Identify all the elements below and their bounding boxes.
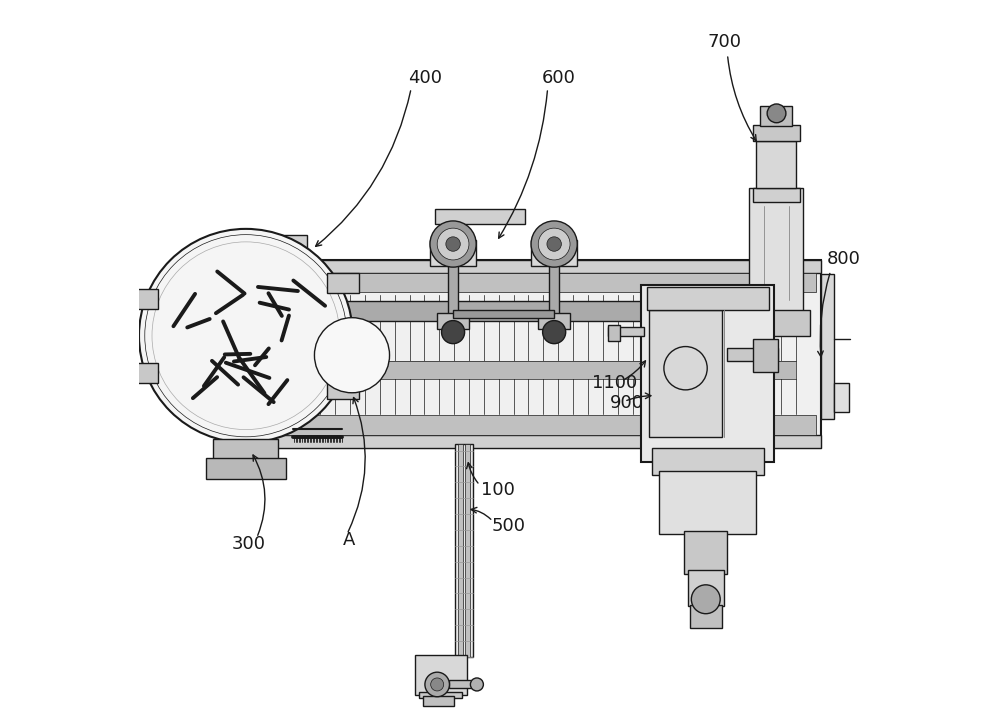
- Bar: [415, 655, 467, 695]
- Bar: [437, 313, 469, 329]
- Bar: [538, 313, 570, 329]
- Bar: [465, 444, 470, 657]
- Bar: [742, 310, 810, 336]
- Bar: [206, 458, 286, 479]
- Circle shape: [437, 228, 469, 260]
- Circle shape: [691, 585, 720, 614]
- Circle shape: [547, 237, 561, 251]
- Bar: [251, 401, 269, 419]
- Circle shape: [314, 318, 390, 393]
- Bar: [274, 235, 307, 253]
- Bar: [659, 471, 756, 534]
- Bar: [753, 125, 800, 141]
- Text: 500: 500: [491, 517, 525, 535]
- Bar: [435, 209, 525, 224]
- Bar: [291, 301, 796, 321]
- Text: 700: 700: [707, 33, 741, 51]
- Text: A: A: [343, 531, 356, 549]
- Bar: [727, 348, 778, 361]
- Bar: [690, 605, 722, 628]
- Circle shape: [431, 678, 444, 691]
- Bar: [126, 362, 158, 383]
- Text: 900: 900: [610, 394, 644, 412]
- Circle shape: [442, 321, 465, 344]
- Text: 600: 600: [542, 69, 576, 87]
- Bar: [749, 188, 803, 314]
- Bar: [449, 680, 477, 688]
- Bar: [649, 310, 722, 437]
- Bar: [265, 435, 821, 448]
- Bar: [327, 378, 359, 399]
- Bar: [265, 260, 821, 273]
- Bar: [271, 415, 816, 435]
- Bar: [834, 383, 849, 412]
- Bar: [455, 444, 473, 657]
- Circle shape: [425, 672, 449, 697]
- Circle shape: [538, 228, 570, 260]
- Text: 100: 100: [481, 481, 515, 499]
- Bar: [684, 531, 727, 574]
- Bar: [419, 692, 462, 698]
- Circle shape: [531, 221, 577, 267]
- Circle shape: [446, 237, 460, 251]
- Bar: [753, 188, 800, 202]
- Circle shape: [767, 104, 786, 123]
- Text: 400: 400: [408, 69, 442, 87]
- Circle shape: [470, 678, 483, 691]
- Bar: [549, 265, 559, 314]
- Circle shape: [139, 229, 353, 443]
- Bar: [327, 273, 359, 293]
- Bar: [291, 361, 796, 379]
- Bar: [760, 106, 792, 126]
- Bar: [423, 696, 454, 706]
- Bar: [265, 260, 821, 448]
- Bar: [458, 444, 463, 657]
- Bar: [255, 249, 294, 289]
- Bar: [756, 141, 796, 188]
- Bar: [430, 240, 476, 266]
- Bar: [213, 439, 278, 461]
- Bar: [257, 282, 273, 404]
- Text: 1100: 1100: [592, 374, 638, 392]
- Bar: [688, 570, 724, 606]
- Bar: [608, 325, 620, 341]
- Bar: [531, 240, 577, 266]
- Circle shape: [543, 321, 566, 344]
- Bar: [821, 274, 834, 419]
- Bar: [641, 285, 774, 462]
- Bar: [753, 339, 778, 372]
- Bar: [652, 448, 764, 475]
- Bar: [647, 287, 769, 310]
- Text: 800: 800: [826, 250, 860, 268]
- Bar: [608, 327, 644, 336]
- Bar: [126, 289, 158, 309]
- Bar: [448, 265, 458, 314]
- Bar: [271, 273, 816, 292]
- Circle shape: [430, 221, 476, 267]
- Bar: [453, 310, 554, 318]
- Text: 300: 300: [231, 535, 265, 553]
